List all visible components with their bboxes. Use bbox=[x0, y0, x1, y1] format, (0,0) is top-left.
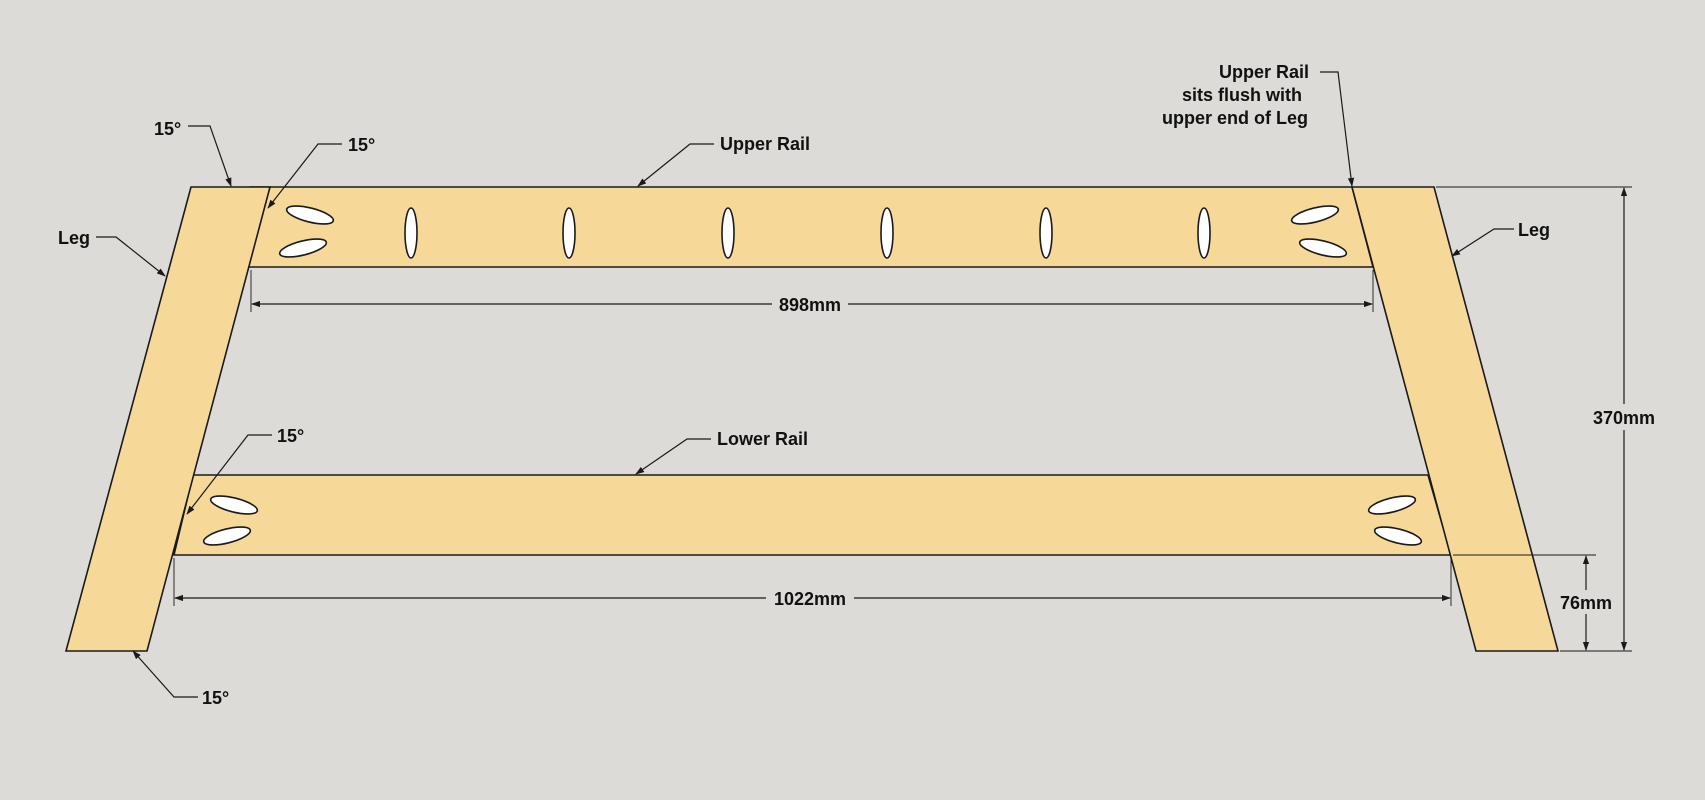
angle-bottom-left-label: 15° bbox=[202, 688, 229, 708]
lower-rail-label: Lower Rail bbox=[717, 429, 808, 449]
upper-rail-length-label: 898mm bbox=[779, 295, 841, 315]
callout-angle-lower-rail: 15° bbox=[186, 426, 304, 515]
dimension-overall-height: 370mm bbox=[1436, 186, 1662, 652]
overall-height-label: 370mm bbox=[1593, 408, 1655, 428]
angle-top-left-inner-label: 15° bbox=[348, 135, 375, 155]
lower-rail bbox=[172, 474, 1453, 556]
left-leg bbox=[64, 186, 272, 652]
callout-left-leg: Leg bbox=[58, 228, 166, 277]
callout-flush-note: Upper Rail sits flush with upper end of … bbox=[1162, 62, 1355, 187]
callout-angle-top-left-outer: 15° bbox=[154, 119, 232, 187]
angle-top-left-outer-label: 15° bbox=[154, 119, 181, 139]
lower-rail-length-label: 1022mm bbox=[774, 589, 846, 609]
angle-lower-rail-label: 15° bbox=[277, 426, 304, 446]
upper-rail-label: Upper Rail bbox=[720, 134, 810, 154]
note-line-1: Upper Rail bbox=[1219, 62, 1309, 82]
callout-upper-rail: Upper Rail bbox=[637, 134, 810, 187]
callout-right-leg: Leg bbox=[1451, 220, 1550, 257]
dimension-lower-rail-height: 76mm bbox=[1453, 554, 1619, 651]
right-leg bbox=[1350, 186, 1560, 652]
callout-lower-rail: Lower Rail bbox=[635, 429, 808, 475]
dimension-upper-rail-length: 898mm bbox=[250, 270, 1374, 316]
callout-angle-bottom-left: 15° bbox=[132, 650, 229, 708]
lower-rail-height-label: 76mm bbox=[1560, 593, 1612, 613]
note-line-3: upper end of Leg bbox=[1162, 108, 1308, 128]
left-leg-label: Leg bbox=[58, 228, 90, 248]
pocket-holes bbox=[202, 205, 1423, 546]
right-leg-label: Leg bbox=[1518, 220, 1550, 240]
dimension-lower-rail-length: 1022mm bbox=[173, 558, 1452, 610]
note-line-2: sits flush with bbox=[1182, 85, 1302, 105]
callout-angle-top-left-inner: 15° bbox=[267, 135, 375, 209]
